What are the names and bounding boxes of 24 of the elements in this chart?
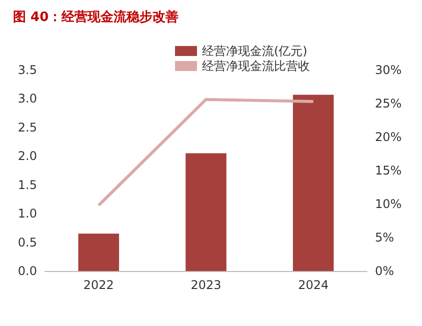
- y2-tick-label: 5%: [375, 230, 394, 244]
- y-tick-label: 3.0: [18, 92, 37, 106]
- y2-tick-label: 10%: [375, 197, 402, 211]
- x-tick-label: 2024: [298, 278, 329, 292]
- y2-tick-label: 0%: [375, 264, 394, 278]
- legend-label: 经营净现金流比营收: [202, 59, 310, 73]
- x-tick-label: 2023: [190, 278, 222, 292]
- chart-title: 图 40：经营现金流稳步改善: [13, 9, 179, 25]
- y-tick-label: 1.0: [18, 206, 37, 221]
- x-tick-label: 2022: [83, 278, 114, 292]
- y2-tick-label: 15%: [375, 164, 402, 178]
- legend-label: 经营净现金流(亿元): [202, 44, 308, 58]
- y2-tick-label: 20%: [375, 130, 402, 144]
- y-tick-label: 0.5: [18, 235, 37, 250]
- y2-tick-label: 25%: [375, 96, 402, 110]
- y-tick-label: 2.0: [18, 149, 37, 164]
- y-tick-label: 0.0: [18, 264, 37, 278]
- bar: [186, 153, 226, 271]
- y2-tick-label: 30%: [375, 63, 402, 77]
- bar: [78, 234, 120, 271]
- y-tick-label: 1.5: [18, 178, 37, 192]
- y-tick-label: 2.5: [18, 120, 37, 134]
- bar: [292, 94, 334, 271]
- y-tick-label: 3.5: [18, 63, 37, 77]
